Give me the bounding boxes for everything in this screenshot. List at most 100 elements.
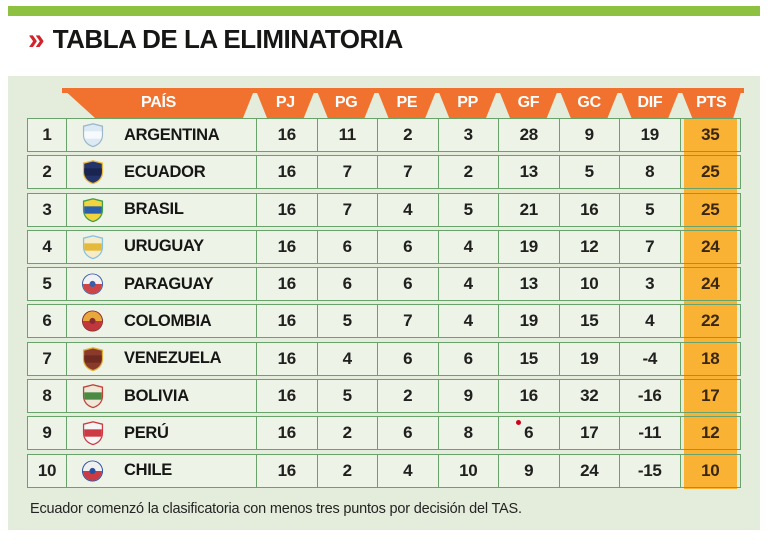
standings-table: 1 ARGENTINA 16 11 2 3 28 9 19 35 2 ECUADOR 16 7 7 2 13 5 8… [27,118,741,488]
position-cell: 6 [28,305,66,338]
pj-cell: 16 [256,268,317,301]
team-name: BOLIVIA [118,380,256,413]
pp-cell: 2 [437,156,498,189]
gf-cell: 21 [498,193,559,226]
footnote: Ecuador comenzó la clasificatoria con me… [30,501,522,517]
position-cell: 1 [28,119,66,151]
stray-red-dot [516,420,521,425]
pp-cell: 4 [437,305,498,338]
gf-cell: 28 [498,119,559,151]
dif-cell: -15 [619,454,680,487]
pe-cell: 4 [377,454,438,487]
dif-cell: 8 [619,156,680,189]
column-header-pts: PTS [680,88,742,118]
pe-cell: 6 [377,417,438,450]
position-cell: 2 [28,156,66,189]
pts-cell: 18 [679,342,741,375]
team-name: COLOMBIA [118,305,256,338]
gc-cell: 24 [558,454,619,487]
gc-cell: 9 [558,119,619,151]
brasil-crest-icon [66,193,118,226]
chile-crest-icon [66,454,118,487]
table-row: 1 ARGENTINA 16 11 2 3 28 9 19 35 [27,118,741,152]
column-header-dif: DIF [620,88,681,118]
team-name: PERÚ [118,417,256,450]
table-row: 4 URUGUAY 16 6 6 4 19 12 7 24 [27,229,741,264]
pp-cell: 10 [437,454,498,487]
colombia-crest-icon [66,305,118,338]
position-cell: 3 [28,193,66,226]
argentina-crest-icon [66,119,118,151]
pe-cell: 7 [377,305,438,338]
table-row: 10 CHILE 16 2 4 10 9 24 -15 10 [27,453,741,488]
pts-cell: 12 [679,417,741,450]
pe-cell: 7 [377,156,438,189]
pe-cell: 6 [377,342,438,375]
pj-cell: 16 [256,119,317,151]
pj-cell: 16 [256,380,317,413]
position-cell: 4 [28,230,66,263]
column-header-país: PAÍS [62,88,255,118]
table-row: 8 BOLIVIA 16 5 2 9 16 32 -16 17 [27,379,741,414]
pts-cell: 10 [679,454,741,487]
double-chevron-icon: » [28,22,45,56]
title-row: » TABLA DE LA ELIMINATORIA [28,24,403,55]
pts-cell: 35 [679,119,741,151]
gf-cell: 9 [498,454,559,487]
dif-cell: 4 [619,305,680,338]
pts-cell: 24 [679,230,741,263]
gc-cell: 32 [558,380,619,413]
pg-cell: 5 [316,305,377,338]
pg-cell: 6 [316,230,377,263]
gf-cell: 6 [498,417,559,450]
gc-cell: 12 [558,230,619,263]
pe-cell: 4 [377,193,438,226]
table-row: 3 BRASIL 16 7 4 5 21 16 5 25 [27,192,741,227]
column-header-pe: PE [377,88,438,118]
pj-cell: 16 [256,454,317,487]
page-title: TABLA DE LA ELIMINATORIA [52,24,404,54]
pp-cell: 9 [437,380,498,413]
gc-cell: 19 [558,342,619,375]
gc-cell: 17 [558,417,619,450]
pe-cell: 2 [377,380,438,413]
table-row: 5 PARAGUAY 16 6 6 4 13 10 3 24 [27,267,741,302]
gc-cell: 15 [558,305,619,338]
uruguay-crest-icon [66,230,118,263]
bolivia-crest-icon [66,380,118,413]
pts-cell: 17 [679,380,741,413]
team-name: URUGUAY [118,230,256,263]
dif-cell: 5 [619,193,680,226]
gf-cell: 19 [498,305,559,338]
pg-cell: 2 [316,454,377,487]
top-accent-bar [8,6,760,16]
pj-cell: 16 [256,156,317,189]
dif-cell: -11 [619,417,680,450]
dif-cell: 7 [619,230,680,263]
dif-cell: 3 [619,268,680,301]
team-name: VENEZUELA [118,342,256,375]
pg-cell: 6 [316,268,377,301]
column-header-gc: GC [559,88,620,118]
pg-cell: 11 [316,119,377,151]
pg-cell: 7 [316,193,377,226]
gc-cell: 10 [558,268,619,301]
column-header-pg: PG [316,88,377,118]
venezuela-crest-icon [66,342,118,375]
column-header-gf: GF [498,88,559,118]
pg-cell: 2 [316,417,377,450]
gf-cell: 19 [498,230,559,263]
pj-cell: 16 [256,305,317,338]
pp-cell: 4 [437,230,498,263]
table-row: 7 VENEZUELA 16 4 6 6 15 19 -4 18 [27,341,741,376]
gf-cell: 13 [498,156,559,189]
team-name: CHILE [118,454,256,487]
gf-cell: 15 [498,342,559,375]
dif-cell: -4 [619,342,680,375]
pp-cell: 8 [437,417,498,450]
points-highlight-column [684,118,737,489]
pj-cell: 16 [256,342,317,375]
peru-crest-icon [66,417,118,450]
table-row: 6 COLOMBIA 16 5 7 4 19 15 4 22 [27,304,741,339]
position-cell: 10 [28,454,66,487]
